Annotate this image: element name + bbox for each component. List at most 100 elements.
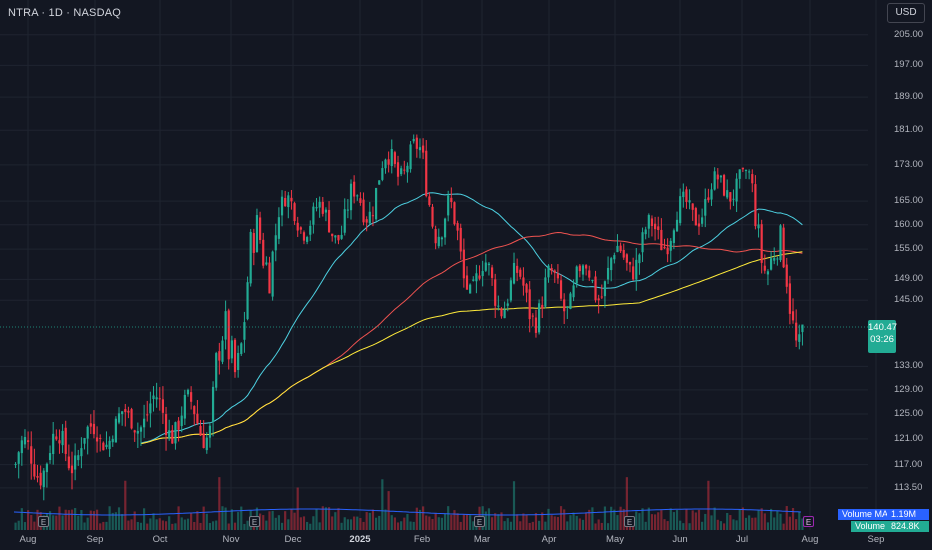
candle-body <box>688 200 691 203</box>
candle-body <box>374 188 378 220</box>
volume-bar <box>710 515 713 530</box>
volume-bar <box>27 510 30 530</box>
currency-button[interactable]: USD <box>887 3 925 23</box>
time-tick-label: Aug <box>19 534 37 545</box>
volume-bar <box>619 506 622 530</box>
volume-bar <box>503 521 506 530</box>
volume-bar <box>284 511 287 530</box>
candle-body <box>763 265 766 271</box>
candle-body <box>619 245 622 252</box>
candle-body <box>431 206 434 227</box>
candle-body <box>27 440 30 442</box>
volume-bar <box>757 509 760 530</box>
price-tick-label: 125.00 <box>894 407 924 419</box>
volume-bar <box>447 506 450 530</box>
volume-bar <box>302 516 306 530</box>
candle-body <box>512 262 516 284</box>
candle-body <box>218 351 221 361</box>
time-tick-label: May <box>606 534 624 545</box>
candle-body <box>343 209 346 233</box>
volume-bar <box>512 481 516 530</box>
candle-body <box>20 440 23 454</box>
candle-body <box>61 430 64 446</box>
candle-body <box>597 298 600 301</box>
candle-body <box>105 444 108 448</box>
candle-body <box>556 273 560 279</box>
volume-bar <box>161 520 165 530</box>
volume-bar <box>635 511 638 530</box>
candle-body <box>36 476 39 478</box>
candle-body <box>581 265 585 275</box>
earnings-event-icon[interactable]: E <box>803 516 814 527</box>
candle-body <box>691 203 694 210</box>
candle-body <box>773 257 776 261</box>
volume-bar <box>105 521 108 530</box>
volume-bar <box>606 523 610 530</box>
candle-body <box>164 414 168 435</box>
volume-bar <box>143 508 146 530</box>
volume-bar <box>440 517 444 530</box>
volume-bar <box>585 512 588 530</box>
volume-bar <box>149 518 152 530</box>
candle-body <box>490 267 494 278</box>
earnings-event-icon[interactable]: E <box>624 516 635 527</box>
volume-bar <box>208 522 212 530</box>
volume-bar <box>663 519 666 530</box>
volume-bar <box>64 509 67 530</box>
earnings-event-icon[interactable]: E <box>474 516 485 527</box>
candle-body <box>559 280 563 299</box>
candle-body <box>64 427 67 454</box>
candle-body <box>544 277 547 307</box>
candle-body <box>447 195 450 216</box>
candle-body <box>262 239 265 266</box>
candle-body <box>296 222 299 231</box>
volume-bar <box>384 509 387 530</box>
candle-body <box>697 223 701 227</box>
candle-body <box>362 199 365 223</box>
earnings-event-icon[interactable]: E <box>249 516 260 527</box>
candle-body <box>418 147 422 151</box>
volume-bar <box>349 519 353 530</box>
candle-body <box>290 197 293 202</box>
time-tick-label: Jun <box>672 534 688 545</box>
candle-body <box>340 234 343 239</box>
candle-body <box>707 197 710 201</box>
volume-bar <box>704 513 707 530</box>
candle-body <box>143 418 146 428</box>
volume-bar <box>30 515 33 530</box>
candle-body <box>769 258 773 270</box>
volume-bar <box>246 520 249 530</box>
volume-bar <box>782 523 785 530</box>
candle-body <box>17 452 20 464</box>
volume-bar <box>190 513 193 530</box>
volume-bar <box>594 523 597 530</box>
candle-body <box>381 168 384 180</box>
volume-bar <box>23 522 27 530</box>
volume-bar <box>531 521 534 530</box>
volume-bar <box>202 506 205 530</box>
candle-body <box>193 406 196 415</box>
candle-body <box>190 392 193 402</box>
candle-body <box>33 464 36 477</box>
volume-bar <box>679 520 682 530</box>
volume-bar <box>74 508 77 530</box>
volume-bar <box>685 509 688 530</box>
last-price-value: 140.47 <box>868 322 898 333</box>
volume-bar <box>67 510 70 530</box>
candle-body <box>795 322 798 341</box>
volume-bar <box>494 513 497 530</box>
time-tick-label: Dec <box>284 534 302 545</box>
volume-bar <box>650 514 654 530</box>
volume-bar <box>237 512 240 530</box>
earnings-event-icon[interactable]: E <box>38 516 49 527</box>
candle-body <box>136 430 139 434</box>
candle-body <box>42 470 45 488</box>
volume-bar <box>776 511 779 530</box>
candle-body <box>356 195 359 197</box>
candle-body <box>475 273 478 282</box>
candle-body <box>249 231 252 284</box>
price-tick-label: 165.00 <box>894 195 924 207</box>
candle-body <box>180 415 183 427</box>
volume-bar <box>675 510 679 530</box>
